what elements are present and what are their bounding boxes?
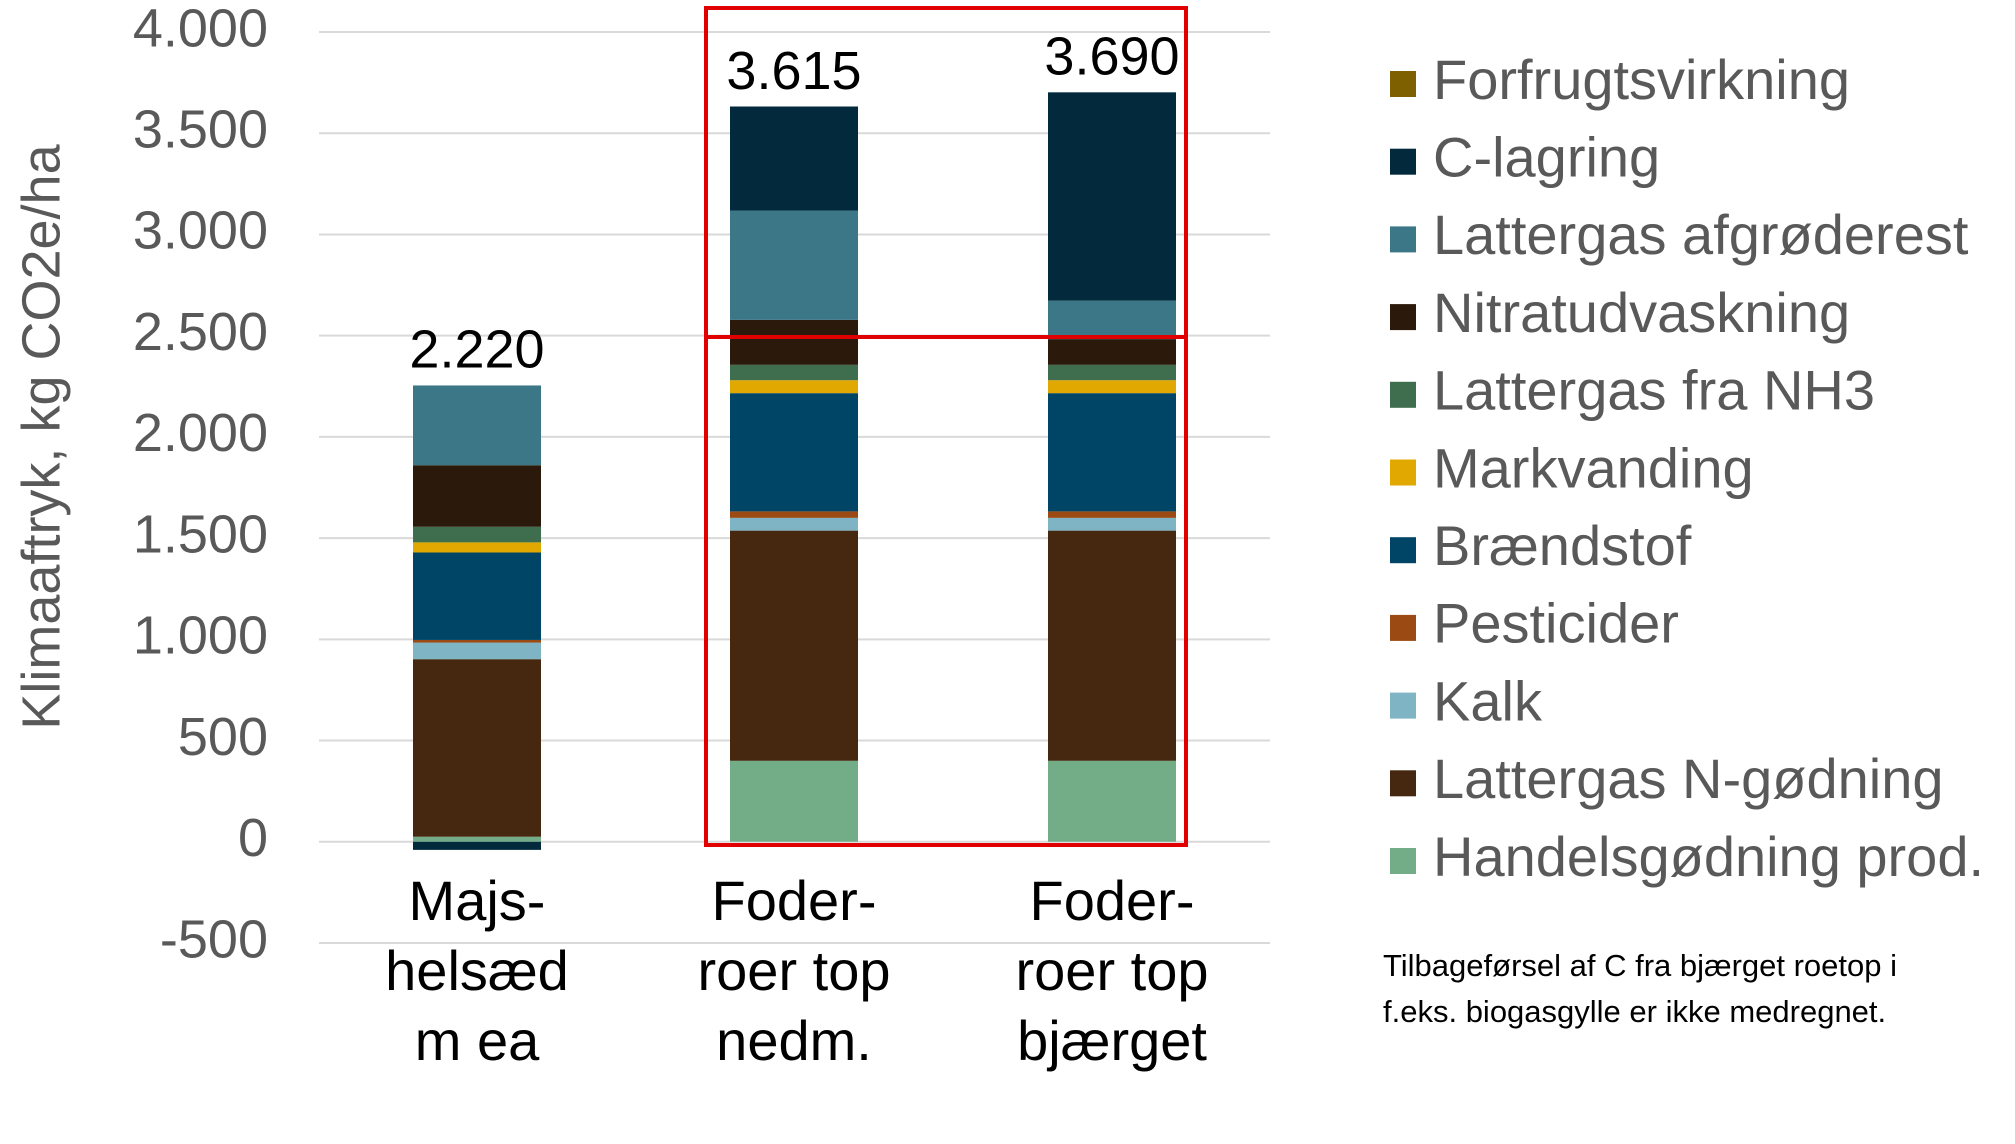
y-tick-label: -500 <box>160 909 268 969</box>
legend-label: Handelsgødning prod. <box>1433 825 1984 888</box>
legend-label: Kalk <box>1433 669 1543 732</box>
legend-label: Forfrugtsvirkning <box>1433 48 1850 111</box>
y-tick-label: 2.500 <box>133 302 268 362</box>
total-label: 2.220 <box>409 320 544 380</box>
bar-segment <box>730 210 858 320</box>
note: f.eks. biogasgylle er ikke medregnet. <box>1383 994 1886 1029</box>
legend-swatch <box>1390 537 1416 564</box>
note: Tilbageførsel af C fra bjærget roetop i <box>1383 948 1897 983</box>
bar-segment <box>413 542 541 553</box>
legend-label: Lattergas N-gødning <box>1433 747 1944 810</box>
legend-label: Brændstof <box>1433 514 1692 577</box>
total-label: 3.615 <box>726 41 861 101</box>
bar-segment <box>413 841 541 850</box>
x-tick-label: Foder-roer top bjærget <box>1015 869 1209 1072</box>
legend-swatch <box>1390 304 1416 331</box>
bar-segment <box>413 526 541 543</box>
legend-swatch <box>1390 614 1416 641</box>
y-tick-label: 0 <box>238 808 268 868</box>
bar-segment <box>730 364 858 381</box>
bar-segment <box>1048 339 1176 365</box>
bar-segment <box>1048 300 1176 340</box>
bar-segment <box>1048 760 1176 842</box>
legend-swatch <box>1390 692 1416 719</box>
bar-segment <box>730 380 858 394</box>
bar-segment <box>730 106 858 211</box>
bar-segment <box>1048 530 1176 761</box>
bar-segment <box>413 836 541 842</box>
bar-segment <box>730 760 858 842</box>
bar-segment <box>413 552 541 640</box>
y-tick-label: 3.500 <box>133 99 268 159</box>
legend-label: Lattergas afgrøderest <box>1433 203 1969 266</box>
x-tick-label: Majs-helsæd m ea <box>385 869 569 1072</box>
total-label: 3.690 <box>1044 27 1179 87</box>
legend-label: Lattergas fra NH3 <box>1433 359 1875 422</box>
bar-segment <box>413 639 541 643</box>
legend-swatch <box>1390 226 1416 253</box>
bar-segment <box>730 517 858 531</box>
legend-label: C-lagring <box>1433 125 1660 188</box>
bar-segment <box>413 385 541 466</box>
highlight-box <box>704 6 1188 847</box>
x-tick-label: Foder-roer top nedm. <box>697 869 891 1072</box>
bar-segment <box>730 511 858 518</box>
bar-segment <box>1048 511 1176 518</box>
bar-segment <box>730 393 858 512</box>
legend-swatch <box>1390 381 1416 408</box>
y-tick-label: 500 <box>178 707 268 767</box>
bar-segment <box>1048 517 1176 531</box>
bar-segment <box>1048 364 1176 381</box>
legend-label: Pesticider <box>1433 592 1679 655</box>
y-axis-title: Klimaaftryk, kg CO2e/ha <box>11 143 71 729</box>
legend-label: Nitratudvaskning <box>1433 281 1850 344</box>
bar-segment <box>1048 380 1176 394</box>
y-tick-label: 2.000 <box>133 403 268 463</box>
y-tick-label: 3.000 <box>133 201 268 261</box>
legend-swatch <box>1390 770 1416 797</box>
bar-segment <box>730 319 858 365</box>
legend-swatch <box>1390 71 1416 97</box>
legend-swatch <box>1390 848 1416 874</box>
bar-segment <box>413 659 541 837</box>
bar-segment <box>413 642 541 660</box>
y-tick-label: 1.500 <box>133 504 268 564</box>
bar-segment <box>1048 393 1176 512</box>
bar-segment <box>730 530 858 761</box>
y-tick-label: 1.000 <box>133 606 268 666</box>
legend-swatch <box>1390 459 1416 486</box>
legend-swatch <box>1390 148 1416 175</box>
legend-label: Markvanding <box>1433 436 1754 499</box>
y-tick-label: 4.000 <box>133 0 268 58</box>
bar-segment <box>1048 92 1176 301</box>
bar-segment <box>413 465 541 527</box>
